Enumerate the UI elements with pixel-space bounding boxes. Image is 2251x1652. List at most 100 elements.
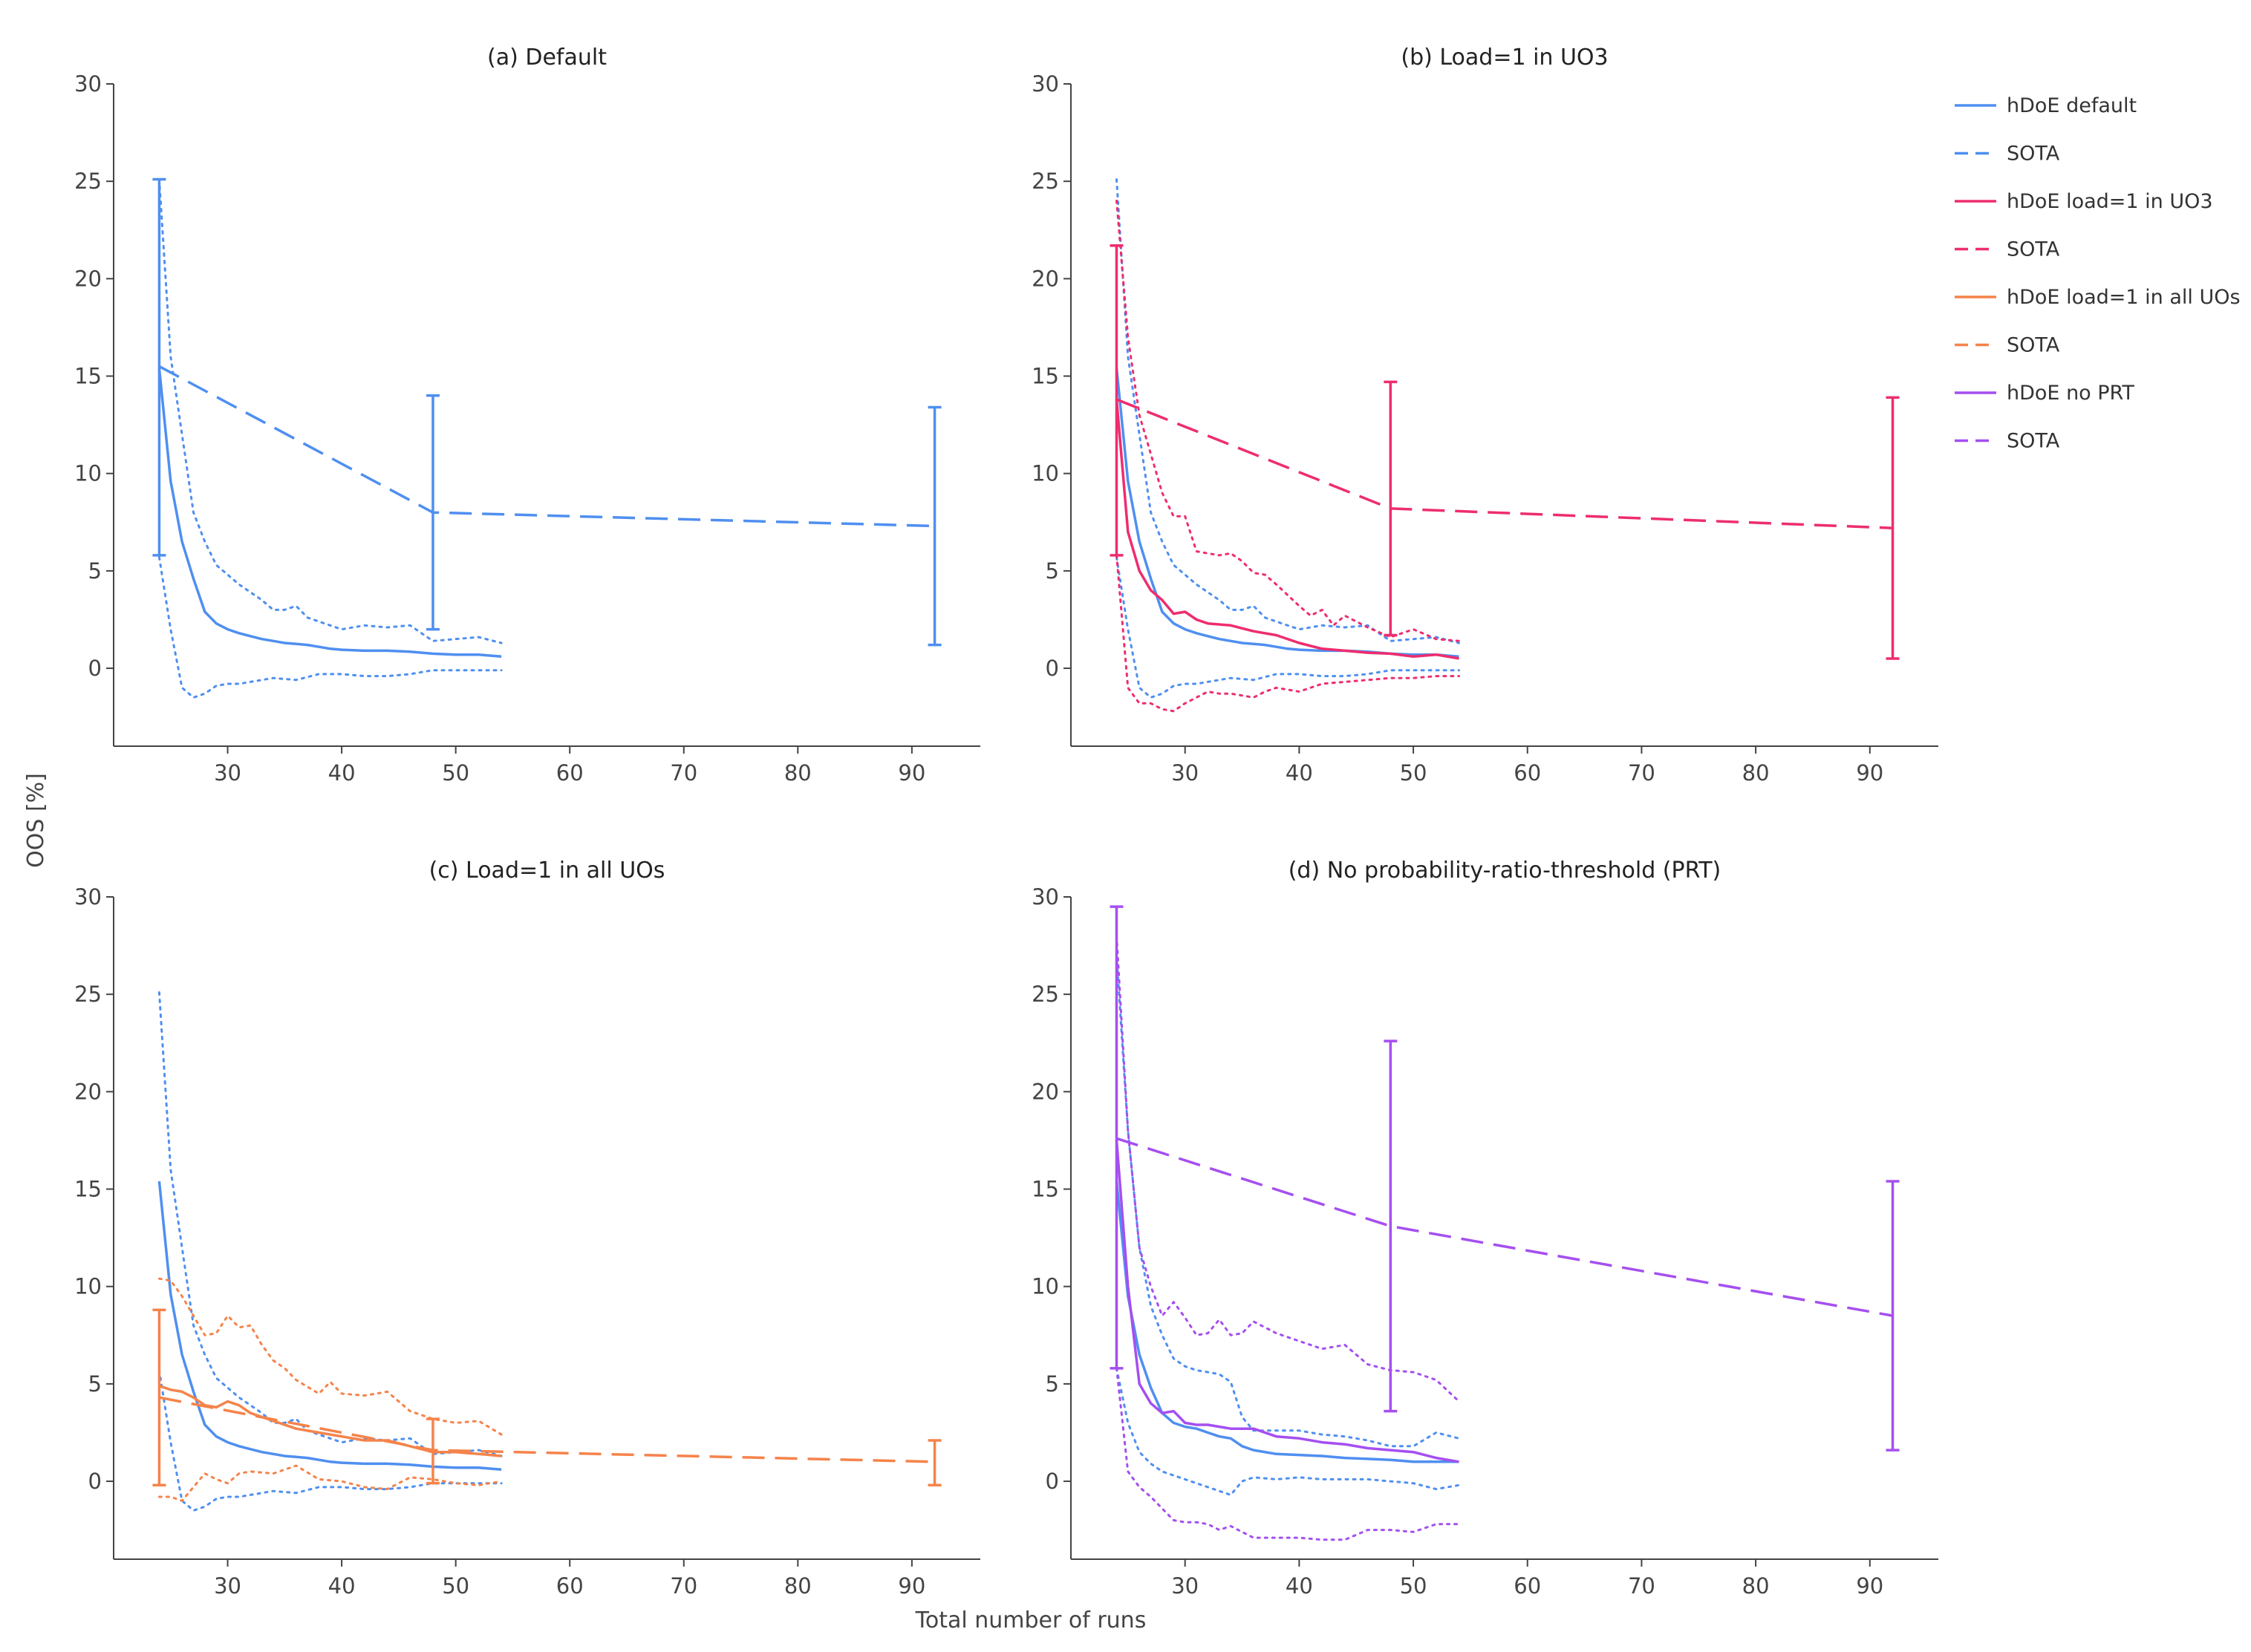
y-tick-label: 15 <box>74 364 102 389</box>
y-tick-label: 15 <box>1032 364 1059 389</box>
series-purple-dot <box>1115 935 1460 1403</box>
y-tick-label: 0 <box>1046 1469 1059 1494</box>
x-tick-label: 60 <box>556 760 584 786</box>
panel-title: (b) Load=1 in UO3 <box>1401 45 1608 71</box>
legend-entry: hDoE load=1 in all UOs <box>1955 286 2241 309</box>
series-orange-dash <box>159 1396 935 1463</box>
legend-entry: SOTA <box>1955 430 2060 453</box>
error-bar <box>1886 1180 1900 1452</box>
x-tick-label: 30 <box>214 1573 241 1599</box>
y-tick-label: 0 <box>1046 656 1059 681</box>
y-tick-label: 25 <box>74 982 102 1007</box>
x-tick-label: 40 <box>1286 1573 1313 1599</box>
legend-entry: SOTA <box>1955 143 2060 166</box>
series-blue-dot <box>157 991 503 1457</box>
x-tick-label: 50 <box>1400 1573 1427 1599</box>
series-blue-dot <box>157 1369 503 1512</box>
y-tick-label: 20 <box>1032 266 1059 291</box>
x-tick-label: 80 <box>1742 1573 1770 1599</box>
series-blue-solid <box>1115 1181 1459 1463</box>
x-tick-label: 50 <box>1400 760 1427 786</box>
y-tick-label: 10 <box>74 1274 102 1299</box>
series-blue-dot <box>1115 556 1460 699</box>
legend-label: hDoE load=1 in all UOs <box>2007 286 2241 309</box>
series-pink-solid <box>1115 399 1459 660</box>
legend-label: SOTA <box>2007 238 2060 261</box>
x-tick-label: 60 <box>1514 760 1541 786</box>
series-purple-solid <box>1115 1140 1459 1463</box>
y-tick-label: 10 <box>1032 461 1059 486</box>
legend-label: hDoE load=1 in UO3 <box>2007 190 2213 213</box>
error-bar <box>1384 1039 1398 1413</box>
y-tick-label: 25 <box>74 169 102 194</box>
legend-entry: hDoE load=1 in UO3 <box>1955 190 2213 213</box>
error-bar <box>1110 244 1124 557</box>
legend-label: SOTA <box>2007 143 2060 166</box>
legend: hDoE default SOTA hDoE load=1 in UO3 SOTA hD… <box>1955 94 2241 453</box>
y-tick-label: 20 <box>1032 1079 1059 1104</box>
series-pink-dot <box>1115 554 1460 713</box>
series-blue-solid <box>157 368 502 659</box>
y-tick-label: 15 <box>1032 1177 1059 1202</box>
legend-entry: SOTA <box>1955 238 2060 261</box>
y-tick-label: 30 <box>1032 71 1059 97</box>
panel-title: (c) Load=1 in all UOs <box>429 858 665 884</box>
x-tick-label: 70 <box>1628 760 1655 786</box>
panel-a-default: (a) Default 0 5 10 15 20 25 30 30 40 50 60 70 80 90 <box>74 45 980 786</box>
error-bar <box>1886 396 1900 660</box>
panel-title: (d) No probability-ratio-threshold (PRT) <box>1289 858 1721 884</box>
y-tick-label: 10 <box>74 461 102 486</box>
error-bar <box>426 1417 440 1485</box>
y-tick-label: 0 <box>88 1469 102 1494</box>
y-tick-label: 5 <box>1046 1371 1059 1397</box>
x-tick-label: 30 <box>1171 1573 1199 1599</box>
y-tick-label: 10 <box>1032 1274 1059 1299</box>
x-tick-label: 90 <box>898 1573 925 1599</box>
panel-b-load1-uo3: (b) Load=1 in UO3 0 5 10 15 20 25 30 30 40 50 60 70 8… <box>1032 45 1938 786</box>
series-blue-dot <box>1115 954 1460 1448</box>
x-tick-label: 80 <box>1742 760 1770 786</box>
legend-entry: hDoE default <box>1955 94 2137 117</box>
series-pink-dot <box>1115 199 1460 642</box>
error-bar <box>152 1308 166 1487</box>
x-tick-label: 70 <box>1628 1573 1655 1599</box>
x-tick-label: 50 <box>442 760 469 786</box>
series-blue-dot <box>1115 1367 1460 1496</box>
y-tick-label: 5 <box>88 558 102 584</box>
error-bar <box>426 394 440 631</box>
series-blue-solid <box>157 1181 502 1472</box>
x-tick-label: 40 <box>328 760 356 786</box>
series-blue-dot <box>1115 178 1460 644</box>
legend-entry: SOTA <box>1955 334 2060 357</box>
legend-label: hDoE default <box>2007 94 2137 117</box>
y-tick-label: 20 <box>74 266 102 291</box>
y-tick-label: 25 <box>1032 169 1059 194</box>
legend-label: hDoE no PRT <box>2007 382 2134 405</box>
y-axis-label: OOS [%] <box>23 773 49 868</box>
series-blue-dot <box>157 556 503 699</box>
error-bar <box>1110 905 1124 1370</box>
x-tick-label: 60 <box>1514 1573 1541 1599</box>
panel-d-no-prt: (d) No probability-ratio-threshold (PRT)… <box>1032 858 1938 1599</box>
error-bar <box>1384 380 1398 637</box>
y-tick-label: 0 <box>88 656 102 681</box>
x-tick-label: 70 <box>670 1573 697 1599</box>
legend-label: SOTA <box>2007 430 2060 453</box>
legend-entry: hDoE no PRT <box>1955 382 2134 405</box>
panel-c-load1-all-uos: (c) Load=1 in all UOs 0 5 10 15 20 25 30 30 40 50 6… <box>74 858 980 1599</box>
y-tick-label: 30 <box>74 884 102 910</box>
series-blue-dash <box>158 365 935 528</box>
panel-title: (a) Default <box>487 45 607 71</box>
y-tick-label: 15 <box>74 1177 102 1202</box>
x-tick-label: 30 <box>1171 760 1199 786</box>
x-tick-label: 70 <box>670 760 697 786</box>
x-tick-label: 60 <box>556 1573 584 1599</box>
series-blue-solid <box>1115 368 1459 659</box>
series-purple-dash <box>1115 1137 1893 1317</box>
x-tick-label: 30 <box>214 760 241 786</box>
x-tick-label: 40 <box>328 1573 356 1599</box>
series-orange-solid <box>158 1384 502 1457</box>
y-tick-label: 20 <box>74 1079 102 1104</box>
x-tick-label: 80 <box>784 760 812 786</box>
